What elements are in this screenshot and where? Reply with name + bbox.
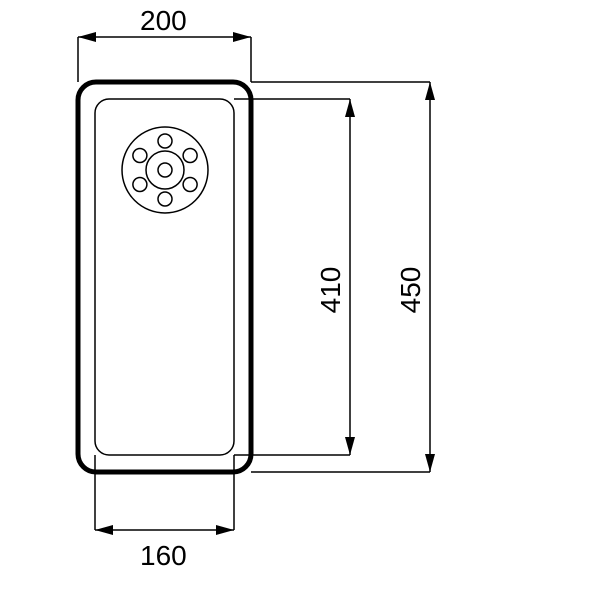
sink-inner-rect (95, 99, 234, 455)
dim-label-inner_height: 410 (315, 267, 346, 314)
sink-outer-rect (78, 82, 251, 472)
sink-technical-drawing: 200 160 410 450 (0, 0, 600, 600)
dim-label-outer_width: 200 (140, 5, 187, 36)
drain-assembly (122, 127, 208, 213)
dim-label-outer_height: 450 (395, 267, 426, 314)
dim-label-inner_width: 160 (140, 540, 187, 571)
